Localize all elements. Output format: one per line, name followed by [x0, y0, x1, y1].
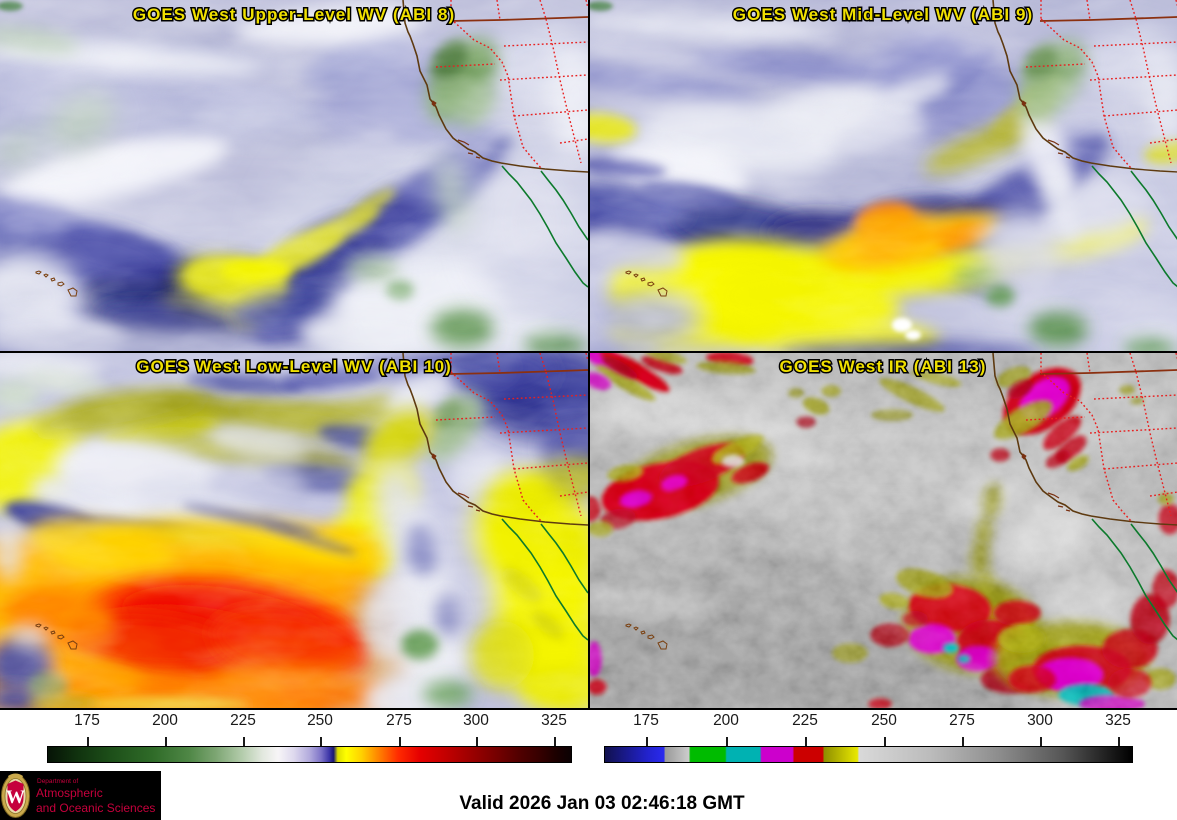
svg-text:and Oceanic Sciences: and Oceanic Sciences: [36, 801, 155, 815]
svg-text:Atmospheric: Atmospheric: [36, 786, 103, 800]
svg-text:GOES West Mid-Level WV (ABI 9): GOES West Mid-Level WV (ABI 9): [733, 5, 1033, 24]
svg-text:GOES West IR (ABI 13): GOES West IR (ABI 13): [780, 357, 987, 376]
svg-text:GOES West Upper-Level WV (ABI: GOES West Upper-Level WV (ABI 8): [133, 5, 455, 24]
svg-text:GOES West Low-Level WV (ABI 10: GOES West Low-Level WV (ABI 10): [136, 357, 452, 376]
svg-text:W: W: [6, 787, 25, 808]
svg-text:Department of: Department of: [37, 778, 78, 785]
